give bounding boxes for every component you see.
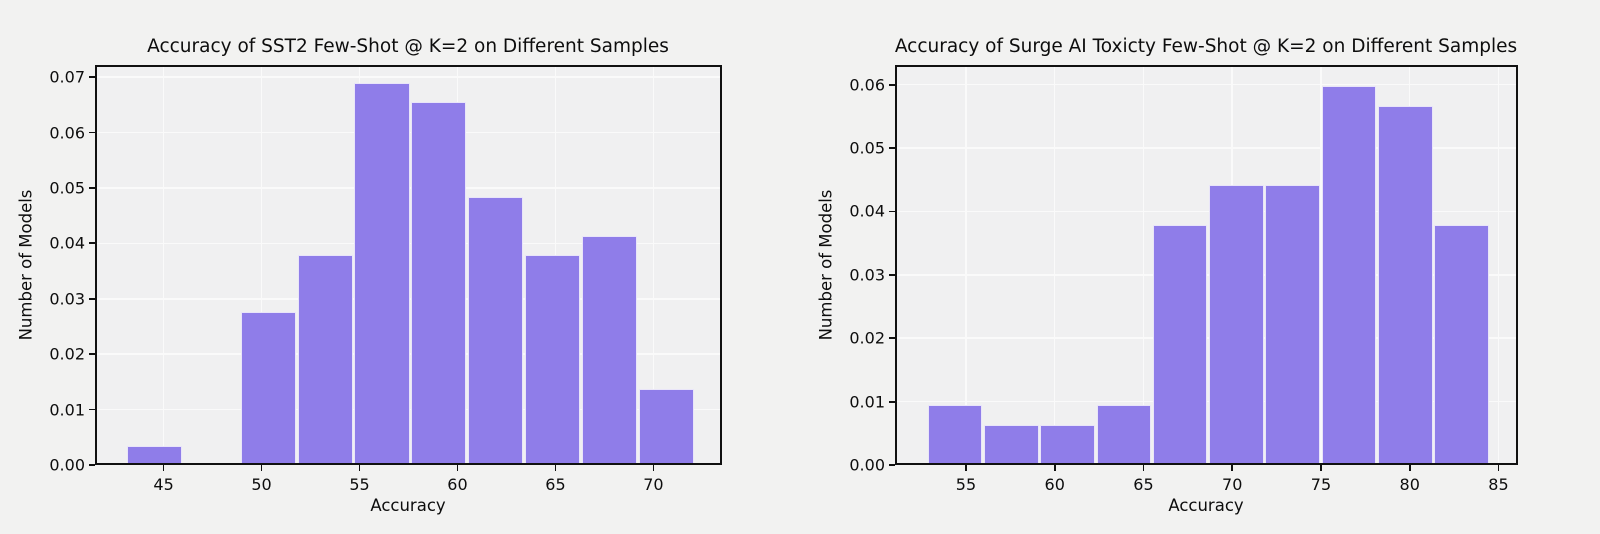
chart-title: Accuracy of SST2 Few-Shot @ K=2 on Diffe… (147, 36, 669, 57)
x-tick-label: 70 (643, 475, 664, 494)
gridline (260, 65, 263, 465)
gridline (95, 76, 722, 78)
x-tick-label: 55 (349, 475, 370, 494)
y-tick-label: 0.05 (49, 178, 85, 198)
x-tick-label: 70 (1222, 475, 1243, 494)
x-tick-mark (554, 465, 557, 471)
gridline (1142, 65, 1145, 465)
plot-area (95, 65, 722, 465)
y-tick-mark (889, 147, 895, 149)
y-tick-mark (889, 464, 895, 466)
x-tick-label: 75 (1310, 475, 1332, 494)
histogram-bar (1096, 404, 1152, 465)
y-tick-label: 0.02 (849, 328, 885, 348)
gridline (652, 65, 655, 465)
x-tick-label: 80 (1399, 475, 1420, 494)
x-tick-mark (1320, 465, 1322, 471)
y-tick-label: 0.02 (49, 344, 85, 364)
x-tick-mark (260, 465, 263, 471)
x-tick-label: 65 (545, 475, 566, 494)
x-tick-mark (652, 465, 655, 471)
histogram-bar (1321, 85, 1377, 465)
gridline (895, 210, 1518, 213)
histogram-bar (638, 388, 694, 465)
histogram-bar (468, 197, 524, 465)
y-tick-label: 0.06 (49, 123, 85, 143)
y-tick-mark (89, 187, 95, 189)
y-tick-mark (89, 76, 95, 79)
histogram-bar (297, 255, 353, 465)
gridline (965, 65, 967, 465)
chart-title: Accuracy of Surge AI Toxicty Few-Shot @ … (894, 36, 1518, 57)
y-tick-label: 0.01 (849, 392, 885, 412)
y-tick-label: 0.03 (49, 289, 85, 309)
x-tick-label: 85 (1488, 475, 1509, 494)
x-tick-mark (1053, 465, 1056, 471)
y-tick-label: 0.04 (849, 201, 885, 221)
x-tick-label: 60 (1044, 475, 1065, 494)
gridline (1053, 65, 1056, 465)
y-tick-label: 0.00 (49, 455, 85, 475)
x-tick-mark (1408, 465, 1411, 471)
x-tick-mark (965, 465, 967, 471)
histogram-bar (524, 255, 581, 465)
y-tick-mark (89, 408, 95, 411)
x-tick-label: 45 (153, 475, 174, 494)
x-tick-mark (456, 465, 459, 471)
y-axis-label: Number of Models (16, 189, 36, 341)
x-tick-mark (1497, 465, 1500, 471)
x-tick-label: 60 (447, 475, 468, 494)
histogram-bar (1152, 225, 1208, 465)
y-tick-label: 0.00 (849, 455, 885, 475)
x-tick-mark (1142, 465, 1145, 471)
y-tick-label: 0.06 (849, 75, 885, 95)
y-tick-mark (89, 242, 95, 245)
x-tick-label: 55 (955, 475, 977, 494)
y-tick-mark (889, 337, 895, 340)
x-tick-label: 50 (251, 475, 272, 494)
y-tick-label: 0.04 (49, 233, 85, 253)
histogram-bar (1377, 105, 1433, 465)
histogram-bar (354, 82, 410, 465)
y-tick-mark (89, 464, 95, 466)
y-tick-label: 0.03 (849, 265, 885, 285)
gridline (895, 147, 1518, 149)
histogram-bar (1265, 185, 1320, 465)
histogram-bar (1434, 225, 1489, 465)
y-tick-label: 0.01 (49, 400, 85, 420)
y-tick-label: 0.07 (49, 67, 85, 87)
gridline (162, 65, 165, 465)
histogram-bar (581, 235, 637, 465)
x-tick-label: 65 (1133, 475, 1154, 494)
x-tick-mark (162, 465, 165, 471)
y-tick-label: 0.05 (849, 138, 885, 158)
histogram-bar (127, 446, 183, 465)
gridline (1320, 65, 1322, 465)
gridline (1497, 65, 1500, 465)
histogram-bar (1209, 185, 1264, 465)
y-tick-mark (889, 210, 895, 213)
y-tick-mark (89, 131, 95, 134)
y-tick-mark (889, 83, 895, 86)
histogram-bar (984, 425, 1039, 465)
gridline (895, 83, 1518, 86)
histogram-bar (411, 102, 467, 465)
x-axis-label: Accuracy (1168, 496, 1244, 515)
x-tick-mark (1231, 465, 1234, 471)
histogram-bar (927, 404, 983, 465)
y-tick-mark (889, 273, 895, 276)
y-tick-mark (89, 297, 95, 300)
plot-area (895, 65, 1518, 465)
histogram-bar (240, 312, 296, 465)
x-axis-label: Accuracy (370, 496, 446, 515)
histogram-bar (1040, 425, 1095, 465)
y-tick-mark (889, 400, 895, 403)
y-tick-mark (89, 353, 95, 356)
x-tick-mark (358, 465, 361, 471)
